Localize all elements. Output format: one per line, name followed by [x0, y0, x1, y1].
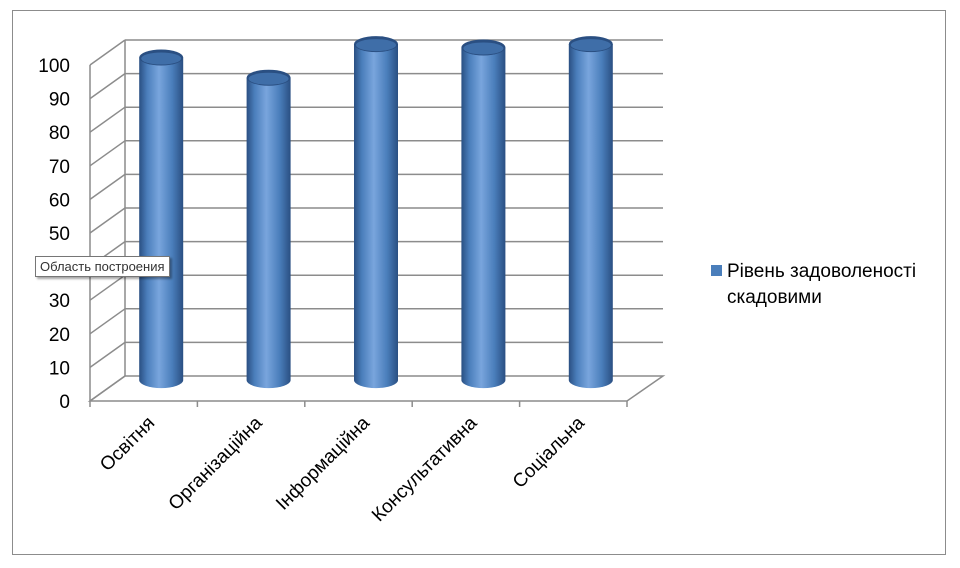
bar-body [461, 47, 506, 389]
legend-entry-label: Рівень задоволеності скадовими [727, 261, 917, 308]
side-wall-gridline [89, 274, 126, 301]
bar-body [139, 57, 184, 389]
y-tick-label: 50 [49, 224, 70, 245]
plot-area-tooltip: Область построения [35, 256, 170, 277]
side-wall-gridline [89, 341, 126, 369]
x-tick-label: Консультативна [368, 412, 482, 526]
bar [354, 36, 398, 389]
legend[interactable]: Рівень задоволеності скадовими [711, 259, 941, 311]
x-tick-label: Інформаційна [272, 412, 374, 514]
y-tick-label: 100 [38, 56, 70, 77]
bar-body [246, 77, 291, 389]
y-tick-label: 90 [49, 90, 70, 111]
x-tick-label: Організаційна [165, 412, 267, 514]
legend-swatch [711, 265, 722, 276]
side-wall-gridline [89, 140, 126, 167]
bar-top-inner [356, 39, 396, 52]
y-tick-label: 70 [49, 157, 70, 178]
y-tick-label: 20 [49, 325, 70, 346]
floor [87, 375, 666, 402]
bar [568, 36, 613, 389]
bar [246, 69, 291, 389]
side-wall-gridline [89, 173, 126, 201]
bar-body [568, 44, 613, 389]
side-wall-gridline [89, 72, 126, 100]
side-wall-gridline [89, 106, 126, 133]
bar-body [354, 44, 398, 389]
y-tick-label: 30 [49, 291, 70, 312]
bar [461, 39, 506, 389]
bar-top-inner [248, 72, 289, 85]
x-tick-label: Соціальна [509, 412, 589, 492]
bar [139, 49, 184, 389]
side-wall-gridline [89, 308, 126, 335]
side-wall-gridline [89, 207, 126, 234]
x-tick-label: Освітня [96, 413, 159, 476]
bar-top-inner [463, 42, 504, 55]
bar-top-inner [141, 52, 182, 65]
y-tick-label: 80 [49, 123, 70, 144]
y-tick-label: 0 [59, 392, 70, 413]
y-tick-label: 10 [49, 358, 70, 379]
bar-top-inner [570, 39, 611, 52]
y-tick-label: 60 [49, 190, 70, 211]
side-wall-gridline [89, 39, 126, 66]
